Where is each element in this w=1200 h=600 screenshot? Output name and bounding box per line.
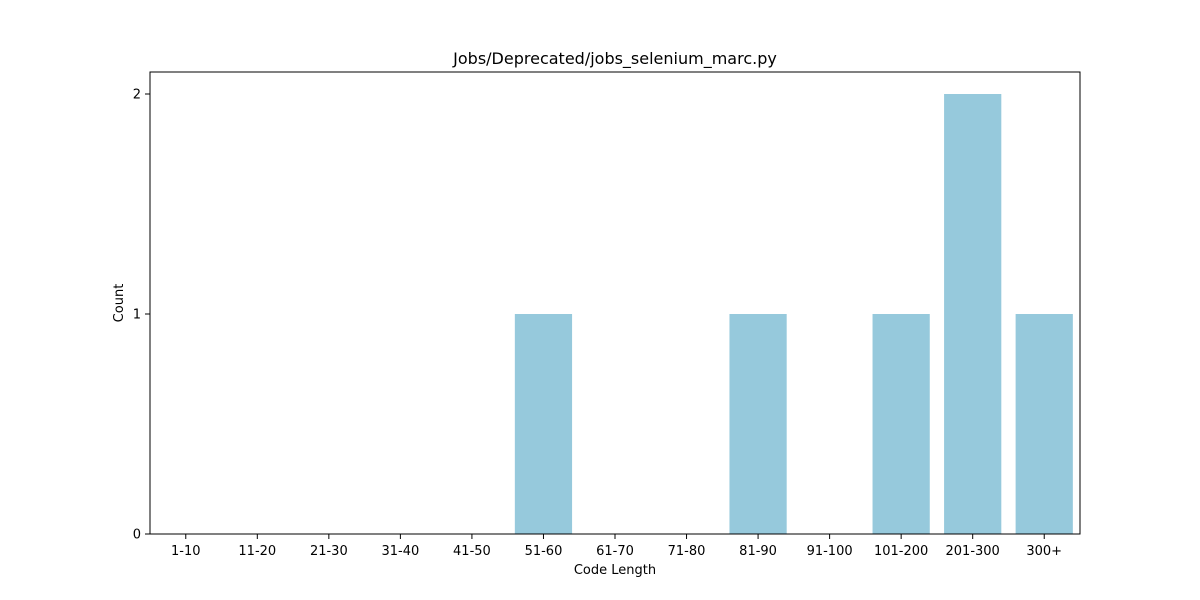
x-tick-label: 201-300 bbox=[946, 544, 1000, 559]
y-axis-label: Count bbox=[112, 284, 127, 323]
x-tick-label: 81-90 bbox=[739, 544, 777, 559]
bar-300+ bbox=[1015, 314, 1073, 534]
bar-51-60 bbox=[514, 314, 573, 534]
x-tick-label: 51-60 bbox=[525, 544, 563, 559]
y-tick-label: 1 bbox=[133, 308, 141, 323]
x-tick-label: 31-40 bbox=[381, 544, 419, 559]
x-tick-label: 21-30 bbox=[310, 544, 348, 559]
chart-title: Jobs/Deprecated/jobs_selenium_marc.py bbox=[452, 49, 777, 69]
y-tick-label: 0 bbox=[133, 528, 141, 543]
x-tick-label: 61-70 bbox=[596, 544, 634, 559]
bar-81-90 bbox=[729, 314, 787, 534]
x-tick-label: 300+ bbox=[1026, 544, 1062, 559]
bar-group bbox=[514, 94, 1073, 534]
x-tick-label: 71-80 bbox=[668, 544, 706, 559]
x-tick-label: 41-50 bbox=[453, 544, 491, 559]
y-axis-ticks: 0 1 2 bbox=[133, 88, 150, 543]
x-tick-label: 1-10 bbox=[171, 544, 201, 559]
x-tick-label: 11-20 bbox=[238, 544, 276, 559]
bar-101-200 bbox=[872, 314, 930, 534]
x-axis-ticks: 1-10 11-20 21-30 31-40 41-50 51-60 61-70 71-80 8… bbox=[171, 534, 1062, 559]
y-tick-label: 2 bbox=[133, 88, 141, 103]
bar-201-300 bbox=[944, 94, 1002, 534]
plot-frame bbox=[149, 71, 1081, 535]
x-tick-label: 101-200 bbox=[874, 544, 928, 559]
x-axis-label: Code Length bbox=[574, 563, 656, 578]
x-tick-label: 91-100 bbox=[807, 544, 853, 559]
